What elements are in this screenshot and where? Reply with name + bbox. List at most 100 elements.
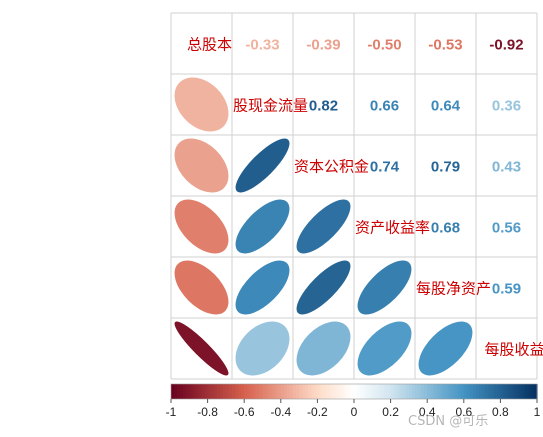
- colorbar-segment: [463, 384, 468, 399]
- colorbar-segment: [515, 384, 520, 399]
- colorbar-tick-label: 1: [534, 405, 541, 419]
- diagonal-label: 股现金流量: [233, 97, 308, 115]
- correlation-ellipse: [235, 321, 290, 376]
- colorbar-segment: [192, 384, 196, 399]
- colorbar-segment: [271, 384, 276, 399]
- colorbar-segment: [500, 384, 505, 399]
- colorbar-segment: [341, 384, 346, 399]
- colorbar-segment: [201, 384, 206, 399]
- colorbar-segment: [512, 384, 517, 399]
- colorbar-segment: [360, 384, 364, 399]
- colorbar-segment: [381, 384, 386, 399]
- colorbar-segment: [424, 384, 428, 399]
- matrix-cell: [354, 74, 415, 135]
- coefficient-label: -0.50: [367, 37, 401, 54]
- colorbar-segment: [280, 384, 285, 399]
- colorbar-segment: [415, 384, 419, 399]
- colorbar-segment: [289, 384, 294, 399]
- diagonal-label: 每股净资产: [416, 280, 491, 298]
- matrix-cell: [293, 135, 354, 196]
- colorbar-segment: [320, 384, 325, 399]
- colorbar-segment: [305, 384, 309, 399]
- colorbar-segment: [216, 384, 221, 399]
- colorbar-tick-label: -0.8: [197, 405, 218, 419]
- colorbar-segment: [186, 384, 190, 399]
- coefficient-label: 0.74: [370, 159, 400, 176]
- colorbar-segment: [451, 384, 456, 399]
- coefficient-label: 0.59: [492, 281, 521, 298]
- colorbar-segment: [335, 384, 340, 399]
- correlation-ellipse: [174, 77, 229, 132]
- colorbar-segment: [418, 384, 422, 399]
- colorbar-segment: [228, 384, 233, 399]
- coefficient-label: 0.66: [370, 98, 399, 115]
- colorbar-segment: [347, 384, 352, 399]
- coefficient-label: 0.36: [492, 98, 521, 115]
- correlation-ellipse: [296, 260, 351, 315]
- colorbar-segment: [338, 384, 343, 399]
- colorbar-segment: [427, 384, 431, 399]
- colorbar-segment: [308, 384, 312, 399]
- colorbar-segment: [497, 384, 501, 399]
- matrix-cell: [354, 13, 415, 74]
- colorbar-segment: [402, 384, 407, 399]
- matrix-marks: 总股本 -0.33 -0.39 -0.50 -0.53 -0.92 股现金流量 0.82 0.6…: [174, 36, 543, 376]
- correlation-ellipse: [174, 260, 229, 315]
- colorbar-segment: [384, 384, 389, 399]
- coefficient-label: 0.56: [492, 220, 521, 237]
- colorbar-tick-label: -0.4: [270, 405, 291, 419]
- colorbar-segment: [253, 384, 257, 399]
- colorbar-segment: [183, 384, 187, 399]
- watermark: CSDN @可乐: [408, 414, 489, 429]
- colorbar-segment: [393, 384, 398, 399]
- colorbar-segment: [485, 384, 489, 399]
- diagonal-label: 资本公积金: [294, 158, 369, 176]
- colorbar-segment: [204, 384, 209, 399]
- colorbar-segment: [494, 384, 498, 399]
- coefficient-label: 0.68: [431, 220, 460, 237]
- colorbar-segment: [469, 384, 474, 399]
- colorbar-segment: [274, 384, 279, 399]
- colorbar-segment: [174, 384, 178, 399]
- colorbar-segment: [207, 384, 212, 399]
- colorbar-segment: [503, 384, 508, 399]
- diagonal-label: 总股本: [187, 36, 232, 54]
- colorbar-segment: [430, 384, 434, 399]
- matrix-cell: [171, 13, 232, 74]
- colorbar-segment: [332, 384, 337, 399]
- colorbar-segment: [454, 384, 459, 399]
- diagonal-label: 每股收益: [484, 341, 543, 359]
- colorbar-segment: [326, 384, 331, 399]
- colorbar-segment: [363, 384, 367, 399]
- matrix-cell: [476, 318, 537, 379]
- matrix-cell: [354, 196, 415, 257]
- colorbar-tick-label: 0.4: [419, 405, 436, 419]
- colorbar-segment: [436, 384, 440, 399]
- colorbar: -1 -0.8 -0.6 -0.4 -0.2 0 0.2 0.4 0.6 0.8 1: [166, 383, 541, 419]
- colorbar-segment: [521, 384, 526, 399]
- correlation-ellipse: [296, 199, 351, 254]
- correlation-ellipse: [174, 138, 229, 193]
- colorbar-segment: [378, 384, 383, 399]
- coefficient-label: -0.33: [245, 37, 279, 54]
- colorbar-segment: [369, 384, 373, 399]
- colorbar-segment: [460, 384, 465, 399]
- colorbar-segment: [222, 384, 227, 399]
- colorbar-segment: [421, 384, 425, 399]
- colorbar-segment: [411, 384, 416, 399]
- colorbar-segment: [375, 384, 379, 399]
- colorbar-segment: [256, 384, 261, 399]
- colorbar-segment: [372, 384, 376, 399]
- matrix-cell: [232, 13, 293, 74]
- colorbar-segment: [247, 384, 251, 399]
- coefficient-label: -0.92: [489, 37, 523, 54]
- colorbar-tick-label: 0.2: [382, 405, 399, 419]
- colorbar-segment: [198, 384, 203, 399]
- correlation-ellipse: [235, 199, 290, 254]
- matrix-cell: [415, 74, 476, 135]
- colorbar-segment: [277, 384, 282, 399]
- correlation-ellipse: [296, 321, 351, 376]
- colorbar-segment: [408, 384, 413, 399]
- correlation-ellipse: [235, 138, 290, 193]
- colorbar-segment: [296, 384, 300, 399]
